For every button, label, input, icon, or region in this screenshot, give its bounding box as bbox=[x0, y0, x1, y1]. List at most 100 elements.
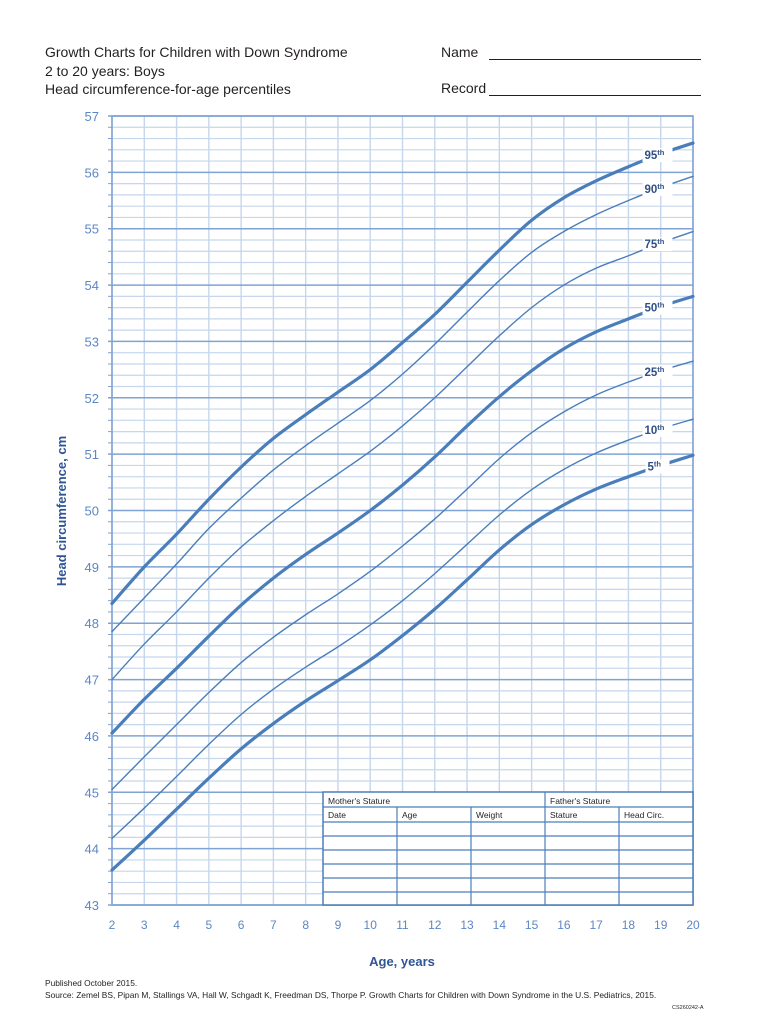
y-tick-label: 52 bbox=[85, 391, 99, 406]
y-tick-label: 45 bbox=[85, 785, 99, 800]
fathers-stature-header: Father's Stature bbox=[550, 796, 610, 806]
x-tick-label: 2 bbox=[109, 918, 116, 932]
table-cell[interactable] bbox=[398, 879, 470, 891]
measurement-table[interactable]: Mother's Stature Father's Stature Date Age W… bbox=[322, 791, 694, 906]
x-tick-label: 5 bbox=[205, 918, 212, 932]
table-cell[interactable] bbox=[324, 879, 396, 891]
published-date: Published October 2015. bbox=[45, 978, 138, 988]
table-cell[interactable] bbox=[324, 837, 396, 849]
table-cell[interactable] bbox=[398, 851, 470, 863]
curve-90th bbox=[111, 175, 694, 633]
label-backdrop bbox=[645, 459, 670, 474]
curve-10th bbox=[111, 418, 694, 840]
column-header-date: Date bbox=[328, 810, 346, 820]
x-tick-label: 19 bbox=[654, 918, 668, 932]
x-tick-label: 4 bbox=[173, 918, 180, 932]
title-line-1: Growth Charts for Children with Down Syn… bbox=[45, 44, 348, 60]
column-header-weight: Weight bbox=[476, 810, 503, 820]
label-backdrop bbox=[642, 148, 673, 163]
table-cell[interactable] bbox=[620, 837, 692, 849]
table-cell[interactable] bbox=[472, 893, 544, 904]
column-header-stature: Stature bbox=[550, 810, 578, 820]
table-cell[interactable] bbox=[620, 865, 692, 877]
label-backdrop bbox=[642, 181, 673, 196]
percentile-curves bbox=[110, 141, 695, 872]
table-cell[interactable] bbox=[546, 879, 618, 891]
table-cell[interactable] bbox=[472, 851, 544, 863]
percentile-label-95th: 95th bbox=[644, 148, 664, 162]
table-cell[interactable] bbox=[472, 879, 544, 891]
title-line-2: 2 to 20 years: Boys bbox=[45, 62, 165, 79]
table-cell[interactable] bbox=[324, 823, 396, 835]
table-cell[interactable] bbox=[398, 865, 470, 877]
table-cell[interactable] bbox=[472, 837, 544, 849]
y-tick-label: 57 bbox=[85, 109, 99, 124]
x-tick-label: 14 bbox=[493, 918, 507, 932]
table-cell[interactable] bbox=[398, 837, 470, 849]
mothers-stature-header: Mother's Stature bbox=[328, 796, 390, 806]
y-tick-label: 43 bbox=[85, 898, 99, 913]
y-tick-label: 48 bbox=[85, 616, 99, 631]
y-axis-tick-labels: 43 44 45 46 47 48 49 50 51 52 53 54 55 56 57 bbox=[85, 109, 99, 913]
table-cell[interactable] bbox=[324, 865, 396, 877]
y-tick-label: 56 bbox=[85, 165, 99, 180]
x-tick-label: 17 bbox=[589, 918, 603, 932]
label-backdrop bbox=[642, 364, 673, 379]
record-field[interactable]: Record bbox=[441, 80, 702, 96]
x-tick-label: 15 bbox=[525, 918, 539, 932]
document-code: CS260242-A bbox=[672, 1005, 704, 1011]
table-cell[interactable] bbox=[546, 837, 618, 849]
table-cell[interactable] bbox=[398, 823, 470, 835]
column-header-age: Age bbox=[402, 810, 417, 820]
percentile-label-50th: 50th bbox=[644, 301, 664, 315]
percentile-label-75th: 75th bbox=[644, 237, 664, 251]
x-tick-label: 7 bbox=[270, 918, 277, 932]
y-tick-label: 53 bbox=[85, 334, 99, 349]
table-cell[interactable] bbox=[324, 851, 396, 863]
x-tick-label: 9 bbox=[335, 918, 342, 932]
curve-50th bbox=[110, 294, 695, 735]
label-backdrop bbox=[642, 237, 673, 252]
y-tick-label: 46 bbox=[85, 729, 99, 744]
table-cell[interactable] bbox=[620, 851, 692, 863]
table-cell[interactable] bbox=[472, 823, 544, 835]
source-citation: Source: Zemel BS, Pipan M, Stallings VA,… bbox=[45, 990, 657, 1000]
y-tick-label: 51 bbox=[85, 447, 99, 462]
y-tick-label: 49 bbox=[85, 560, 99, 575]
table-cell[interactable] bbox=[620, 823, 692, 835]
column-header-head-circ: Head Circ. bbox=[624, 810, 664, 820]
table-cell[interactable] bbox=[546, 851, 618, 863]
table-cell[interactable] bbox=[472, 865, 544, 877]
percentile-label-5th: 5th bbox=[647, 460, 661, 474]
table-cell[interactable] bbox=[546, 823, 618, 835]
major-grid bbox=[108, 115, 694, 906]
x-axis-tick-labels: 2 3 4 5 6 7 8 9 10 11 12 13 14 15 16 17 18 19 20 bbox=[109, 918, 700, 932]
record-label: Record bbox=[441, 80, 487, 96]
name-field[interactable]: Name bbox=[441, 44, 702, 60]
label-backdrop bbox=[642, 300, 673, 315]
x-tick-label: 12 bbox=[428, 918, 442, 932]
curve-75th bbox=[111, 230, 694, 681]
table-cell[interactable] bbox=[546, 865, 618, 877]
percentile-label-10th: 10th bbox=[644, 423, 664, 437]
y-tick-label: 50 bbox=[85, 504, 99, 519]
x-tick-label: 13 bbox=[460, 918, 474, 932]
table-frame bbox=[322, 791, 694, 906]
table-cell[interactable] bbox=[620, 893, 692, 904]
table-cell[interactable] bbox=[620, 879, 692, 891]
table-cell[interactable] bbox=[398, 893, 470, 904]
percentile-labels: 95th 90th 75th 50th 25th 10th 5th bbox=[642, 148, 673, 474]
name-input-line[interactable] bbox=[489, 58, 702, 60]
y-tick-label: 54 bbox=[85, 278, 99, 293]
y-tick-label: 47 bbox=[85, 673, 99, 688]
label-backdrop bbox=[642, 422, 673, 437]
table-cell[interactable] bbox=[546, 893, 618, 904]
curve-95th bbox=[110, 141, 695, 606]
record-input-line[interactable] bbox=[489, 94, 702, 96]
x-tick-label: 10 bbox=[364, 918, 378, 932]
name-label: Name bbox=[441, 44, 479, 60]
percentile-label-90th: 90th bbox=[644, 182, 664, 196]
title-line-3: Head circumference-for-age percentiles bbox=[45, 81, 291, 97]
table-cell[interactable] bbox=[324, 893, 396, 904]
